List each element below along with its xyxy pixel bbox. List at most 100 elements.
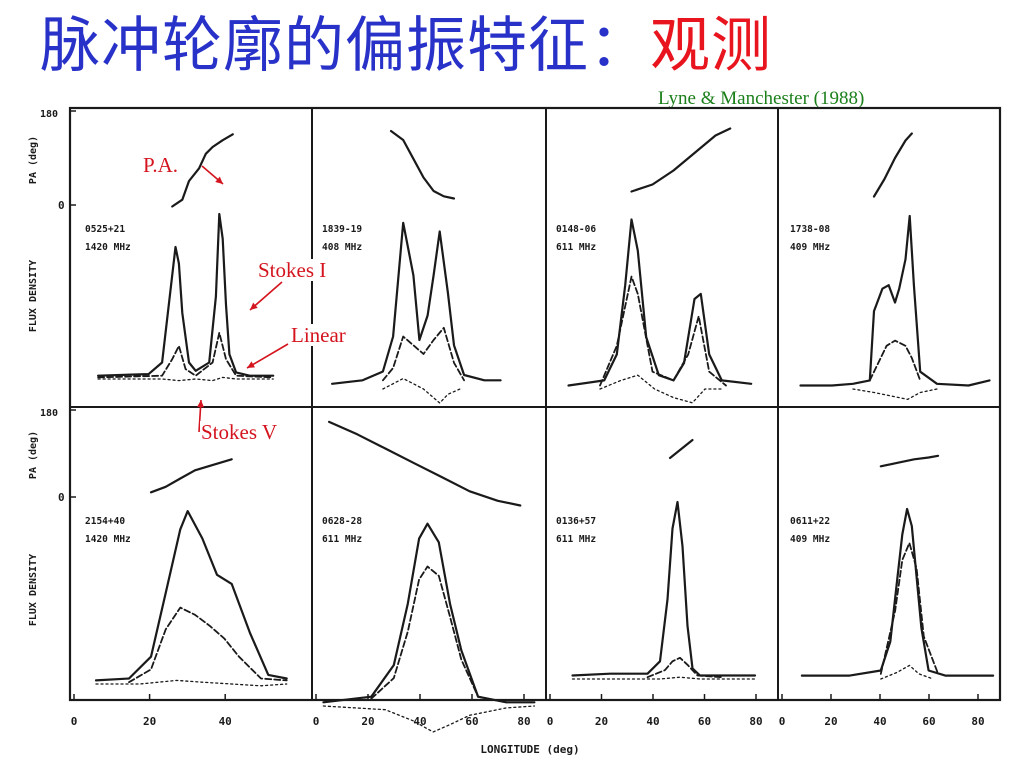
x-axis-tick-label: 20 xyxy=(595,715,608,728)
slide-title-emphasis: 观测 xyxy=(650,11,772,81)
series-pa xyxy=(389,129,456,200)
pa-axis-tick-180: 180 xyxy=(40,109,58,120)
series-linear xyxy=(128,606,288,684)
series-pa xyxy=(879,454,940,468)
series-linear xyxy=(370,565,508,704)
panel-0525+21: 0525+21 1420 MHz xyxy=(85,133,275,382)
panel-0611+22: 0611+22 409 MHz xyxy=(790,454,995,680)
series-pa xyxy=(872,132,913,198)
annotation-pointers xyxy=(197,165,289,433)
series-stokes-v xyxy=(322,705,536,733)
figure-labels: 180 0 PA (deg) FLUX DENSITY 180 0 PA (deg) FLUX… xyxy=(28,109,985,756)
panel-frequency: 611 MHz xyxy=(322,534,362,545)
panel-pulsar-name: 1839-19 xyxy=(322,224,362,235)
series-stokes-v xyxy=(382,377,461,404)
series-pa xyxy=(630,127,732,193)
flux-density-axis-label: FLUX DENSITY xyxy=(28,554,39,626)
series-stokes-i xyxy=(799,214,991,387)
panel-pulsar-name: 0628-28 xyxy=(322,516,362,527)
slide-title: 脉冲轮廓的偏振特征：观测 xyxy=(40,6,772,86)
panel-1839-19: 1839-19 408 MHz xyxy=(322,129,502,404)
x-axis-tick-label: 40 xyxy=(873,715,886,728)
series-linear xyxy=(599,275,727,387)
annotation-linear: Linear xyxy=(290,323,347,347)
annotation-arrowhead xyxy=(197,400,205,408)
panel-frequency: 409 MHz xyxy=(790,242,830,253)
series-pa xyxy=(171,133,234,208)
series-stokes-i xyxy=(97,212,275,377)
panel-frequency: 409 MHz xyxy=(790,534,830,545)
panel-2154+40: 2154+40 1420 MHz xyxy=(85,458,288,687)
series-linear xyxy=(868,339,922,382)
pa-axis-label: PA (deg) xyxy=(28,136,39,184)
panel-0136+57: 0136+57 611 MHz xyxy=(556,438,757,680)
series-stokes-v xyxy=(852,388,938,401)
panel-frequency: 1420 MHz xyxy=(85,242,131,253)
series-linear xyxy=(879,542,939,675)
series-linear xyxy=(646,656,724,679)
x-axis-tick-label: 40 xyxy=(219,715,232,728)
x-axis-title: LONGITUDE (deg) xyxy=(480,743,579,756)
panel-0628-28: 0628-28 611 MHz xyxy=(322,420,536,733)
x-axis-tick-label: 60 xyxy=(922,715,935,728)
panel-pulsar-name: 0136+57 xyxy=(556,516,596,527)
pa-axis-tick-0: 0 xyxy=(58,491,65,504)
series-pa xyxy=(668,438,694,460)
pulse-profile-figure: 0525+21 1420 MHz 1839-19 408 MHz 0148-06 611 … xyxy=(28,106,1002,756)
pa-axis-tick-180: 180 xyxy=(40,408,58,419)
x-axis-tick-label: 40 xyxy=(646,715,659,728)
panel-pulsar-name: 2154+40 xyxy=(85,516,125,527)
x-axis-tick-label: 0 xyxy=(71,715,78,728)
pa-axis-tick-0: 0 xyxy=(58,199,65,212)
slide-title-separator: ： xyxy=(589,11,650,81)
citation: Lyne & Manchester (1988) xyxy=(658,88,865,109)
x-axis-tick-label: 60 xyxy=(698,715,711,728)
annotation-arrowhead xyxy=(250,302,258,310)
x-axis-tick-label: 60 xyxy=(465,715,478,728)
flux-density-axis-label: FLUX DENSITY xyxy=(28,260,39,332)
annotation-stokes-v: Stokes V xyxy=(200,420,279,444)
annotation-stokes-i: Stokes I xyxy=(257,258,328,282)
series-stokes-i xyxy=(322,522,536,704)
series-stokes-v xyxy=(95,679,288,687)
x-axis-tick-label: 80 xyxy=(971,715,984,728)
panel-frequency: 611 MHz xyxy=(556,534,596,545)
series-stokes-v xyxy=(880,664,934,680)
panel-pulsar-name: 1738-08 xyxy=(790,224,830,235)
series-stokes-i xyxy=(331,221,502,385)
x-axis-tick-label: 20 xyxy=(824,715,837,728)
figure-frame xyxy=(68,106,1002,702)
series-linear xyxy=(97,331,275,379)
panel-pulsar-name: 0525+21 xyxy=(85,224,125,235)
series-pa xyxy=(149,458,233,494)
series-stokes-i xyxy=(94,510,288,682)
pulse-profile-panels: 0525+21 1420 MHz 1839-19 408 MHz 0148-06 611 … xyxy=(85,127,995,733)
panel-frequency: 611 MHz xyxy=(556,242,596,253)
figure-border xyxy=(68,106,1002,702)
series-pa xyxy=(328,420,522,507)
annotation-arrowhead xyxy=(247,361,255,368)
annotation-pa: P.A. xyxy=(142,153,180,177)
series-stokes-v xyxy=(599,374,723,404)
panel-pulsar-name: 0611+22 xyxy=(790,516,830,527)
annotation-arrowhead xyxy=(215,176,223,184)
panel-frequency: 1420 MHz xyxy=(85,534,131,545)
slide-title-main: 脉冲轮廓的偏振特征 xyxy=(40,11,589,81)
x-axis-tick-label: 40 xyxy=(413,715,426,728)
x-axis-tick-label: 20 xyxy=(143,715,156,728)
panel-1738-08: 1738-08 409 MHz xyxy=(790,132,991,401)
x-axis-tick-label: 80 xyxy=(749,715,762,728)
pa-axis-label: PA (deg) xyxy=(28,431,39,479)
x-axis-tick-label: 0 xyxy=(547,715,554,728)
series-stokes-v xyxy=(97,376,274,382)
x-axis-tick-label: 0 xyxy=(779,715,786,728)
panel-pulsar-name: 0148-06 xyxy=(556,224,596,235)
series-linear xyxy=(382,326,465,382)
annotation-arrow xyxy=(246,343,289,369)
x-axis-tick-label: 20 xyxy=(361,715,374,728)
x-axis-tick-label: 0 xyxy=(313,715,320,728)
series-stokes-i xyxy=(571,500,757,677)
panel-frequency: 408 MHz xyxy=(322,242,362,253)
x-axis-tick-label: 80 xyxy=(517,715,530,728)
series-stokes-v xyxy=(571,676,756,680)
